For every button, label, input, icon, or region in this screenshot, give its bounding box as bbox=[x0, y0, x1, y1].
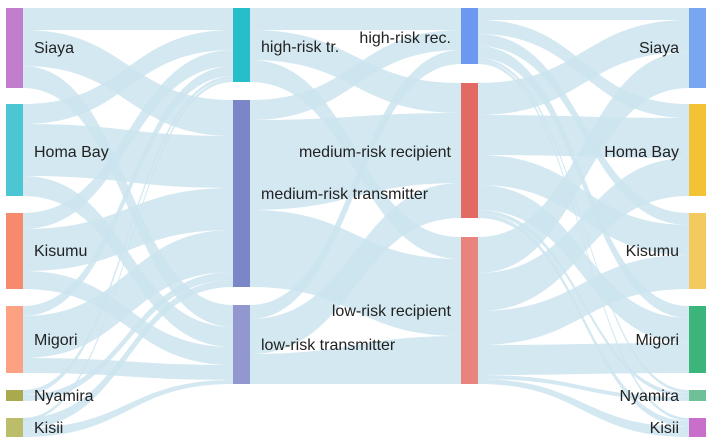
flow-link-rec-med-to-dst-kisii[interactable] bbox=[478, 214, 689, 427]
node-dst-kisii[interactable] bbox=[689, 418, 706, 437]
flow-link-rec-med-to-dst-homabay[interactable] bbox=[478, 115, 689, 158]
node-label-rec-med: medium-risk recipient bbox=[299, 144, 452, 161]
flow-link-src-migori-to-tr-med[interactable] bbox=[23, 230, 233, 358]
node-rec-low[interactable] bbox=[461, 237, 478, 384]
nodes-layer bbox=[6, 8, 706, 437]
node-src-kisumu[interactable] bbox=[6, 213, 23, 289]
flow-link-src-migori-to-tr-low[interactable] bbox=[23, 358, 233, 380]
node-label-tr-low: low-risk transmitter bbox=[261, 337, 396, 354]
flow-link-rec-low-to-dst-kisii[interactable] bbox=[478, 379, 689, 437]
flow-link-src-kisii-to-tr-low[interactable] bbox=[23, 380, 233, 437]
flow-link-src-kisumu-to-tr-low[interactable] bbox=[23, 271, 233, 365]
flow-link-rec-med-to-dst-migori[interactable] bbox=[478, 185, 689, 343]
node-label-src-migori: Migori bbox=[34, 332, 78, 349]
node-dst-nyamira[interactable] bbox=[689, 390, 706, 401]
node-label-src-nyamira: Nyamira bbox=[34, 388, 94, 405]
flow-link-src-nyamira-to-tr-high[interactable] bbox=[23, 76, 233, 395]
flow-link-src-homabay-to-tr-med[interactable] bbox=[23, 124, 233, 188]
node-label-dst-siaya: Siaya bbox=[639, 40, 679, 57]
flow-link-rec-low-to-dst-siaya[interactable] bbox=[478, 52, 689, 273]
node-label-rec-high: high-risk rec. bbox=[359, 30, 451, 47]
node-label-src-homabay: Homa Bay bbox=[34, 144, 109, 161]
node-label-rec-low: low-risk recipient bbox=[332, 303, 452, 320]
flow-link-rec-low-to-dst-homabay[interactable] bbox=[478, 158, 689, 311]
flow-link-src-migori-to-tr-high[interactable] bbox=[23, 66, 233, 316]
node-src-migori[interactable] bbox=[6, 306, 23, 373]
node-dst-migori[interactable] bbox=[689, 306, 706, 373]
flow-link-src-kisii-to-tr-med[interactable] bbox=[23, 280, 233, 428]
flow-link-src-homabay-to-tr-low[interactable] bbox=[23, 176, 233, 347]
flow-link-rec-low-to-dst-nyamira[interactable] bbox=[478, 375, 689, 401]
labels-layer: Siaya Homa Bay Kisumu Migori Nyamira Kisii hig… bbox=[34, 30, 679, 437]
node-dst-kisumu[interactable] bbox=[689, 213, 706, 289]
node-dst-siaya[interactable] bbox=[689, 8, 706, 88]
flow-link-src-kisii-to-tr-high[interactable] bbox=[23, 79, 233, 421]
flow-link-tr-high-to-rec-high[interactable] bbox=[250, 8, 461, 30]
flow-link-rec-low-to-dst-migori[interactable] bbox=[478, 343, 689, 375]
node-src-siaya[interactable] bbox=[6, 8, 23, 88]
flow-link-src-homabay-to-tr-high[interactable] bbox=[23, 30, 233, 124]
node-rec-med[interactable] bbox=[461, 83, 478, 218]
node-label-dst-kisii: Kisii bbox=[650, 420, 679, 437]
node-src-kisii[interactable] bbox=[6, 418, 23, 437]
flow-link-rec-high-to-dst-siaya[interactable] bbox=[478, 8, 689, 20]
flow-link-tr-med-to-rec-high[interactable] bbox=[250, 30, 461, 120]
node-label-dst-kisumu: Kisumu bbox=[626, 243, 679, 260]
node-label-tr-med: medium-risk transmitter bbox=[261, 186, 429, 203]
node-label-src-siaya: Siaya bbox=[34, 40, 74, 57]
node-tr-high[interactable] bbox=[233, 8, 250, 82]
flow-link-rec-low-to-dst-kisumu[interactable] bbox=[478, 255, 689, 345]
flow-link-src-kisumu-to-tr-high[interactable] bbox=[23, 50, 233, 229]
node-tr-med[interactable] bbox=[233, 100, 250, 287]
flow-link-src-kisumu-to-tr-med[interactable] bbox=[23, 188, 233, 271]
flow-link-rec-med-to-dst-kisumu[interactable] bbox=[478, 155, 689, 255]
flow-link-tr-low-to-rec-high[interactable] bbox=[250, 50, 461, 319]
node-label-dst-nyamira: Nyamira bbox=[619, 388, 679, 405]
node-tr-low[interactable] bbox=[233, 305, 250, 384]
node-label-dst-migori: Migori bbox=[635, 332, 679, 349]
flow-link-src-siaya-to-tr-high[interactable] bbox=[23, 8, 233, 30]
node-label-dst-homabay: Homa Bay bbox=[604, 144, 679, 161]
flow-link-tr-low-to-rec-med[interactable] bbox=[250, 183, 461, 354]
node-dst-homabay[interactable] bbox=[689, 104, 706, 196]
node-label-tr-high: high-risk tr. bbox=[261, 39, 339, 56]
node-src-homabay[interactable] bbox=[6, 104, 23, 196]
flow-link-rec-high-to-dst-migori[interactable] bbox=[478, 46, 689, 318]
node-src-nyamira[interactable] bbox=[6, 390, 23, 401]
node-label-src-kisumu: Kisumu bbox=[34, 243, 87, 260]
node-rec-high[interactable] bbox=[461, 8, 478, 64]
flow-link-src-siaya-to-tr-low[interactable] bbox=[23, 66, 233, 327]
flow-link-rec-med-to-dst-siaya[interactable] bbox=[478, 20, 689, 115]
flow-link-tr-med-to-rec-med[interactable] bbox=[250, 113, 461, 210]
flow-link-src-nyamira-to-tr-med[interactable] bbox=[23, 272, 233, 401]
node-label-src-kisii: Kisii bbox=[34, 420, 63, 437]
flow-link-tr-low-to-rec-low[interactable] bbox=[250, 336, 461, 384]
links-layer bbox=[23, 8, 689, 437]
